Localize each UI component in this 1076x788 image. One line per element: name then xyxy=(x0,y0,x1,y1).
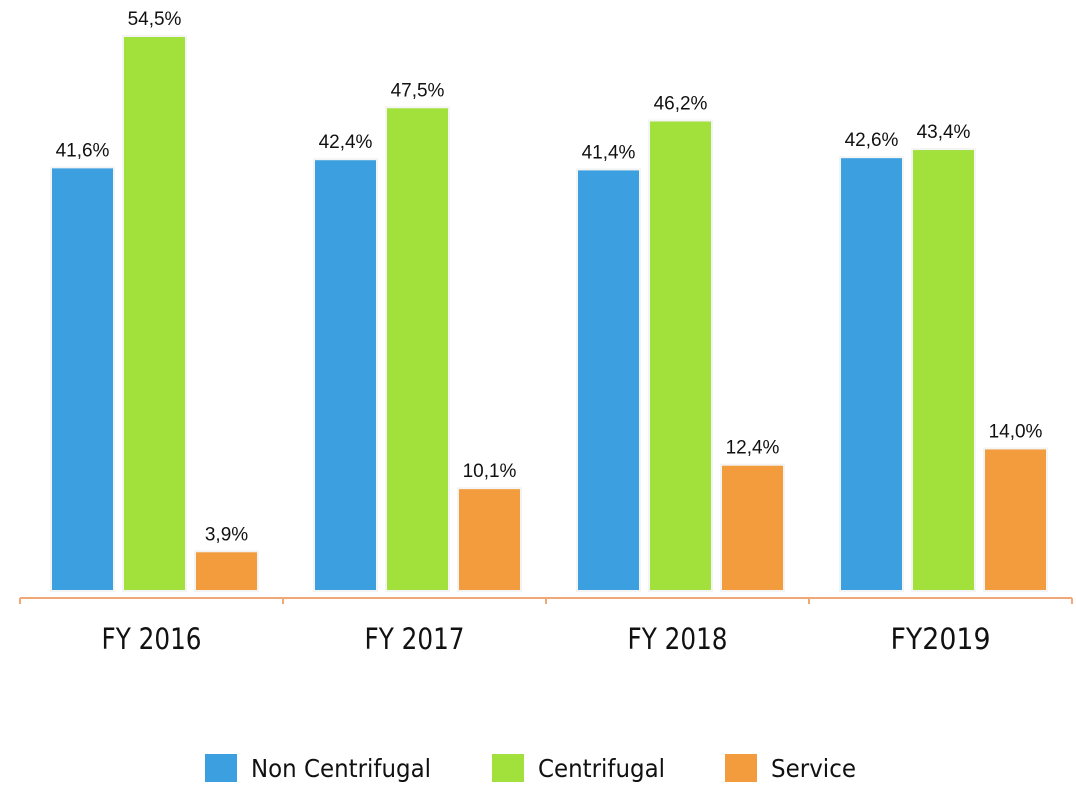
bar xyxy=(911,148,976,593)
value-label: 41,4% xyxy=(582,142,636,163)
legend-swatch xyxy=(205,754,237,782)
bar xyxy=(313,158,378,592)
bar xyxy=(576,168,641,593)
x-tick-label: FY 2017 xyxy=(365,622,465,656)
x-tick-label: FY 2018 xyxy=(628,622,728,656)
bar xyxy=(50,166,115,592)
bar xyxy=(720,463,785,592)
value-label: 54,5% xyxy=(128,9,182,30)
legend-label: Service xyxy=(771,754,856,783)
x-tick-label: FY 2016 xyxy=(102,622,202,656)
value-label: 42,4% xyxy=(319,132,373,153)
legend-label: Centrifugal xyxy=(538,754,665,783)
value-label: 3,9% xyxy=(205,524,248,545)
bar xyxy=(457,487,522,592)
value-label: 10,1% xyxy=(463,461,517,482)
bar xyxy=(839,156,904,593)
value-label: 12,4% xyxy=(726,438,780,459)
bar xyxy=(122,35,187,592)
value-label: 46,2% xyxy=(654,94,708,115)
value-label: 43,4% xyxy=(917,122,971,143)
bar xyxy=(385,106,450,593)
bar xyxy=(648,119,713,592)
legend-label: Non Centrifugal xyxy=(251,754,431,783)
value-label: 47,5% xyxy=(391,80,445,101)
value-label: 42,6% xyxy=(845,130,899,151)
bar xyxy=(194,550,259,593)
legend-swatch xyxy=(725,754,757,782)
legend-swatch xyxy=(492,754,524,782)
value-label: 41,6% xyxy=(56,140,110,161)
value-label: 14,0% xyxy=(989,421,1043,442)
bar xyxy=(983,447,1048,592)
x-tick-label: FY2019 xyxy=(891,622,991,656)
